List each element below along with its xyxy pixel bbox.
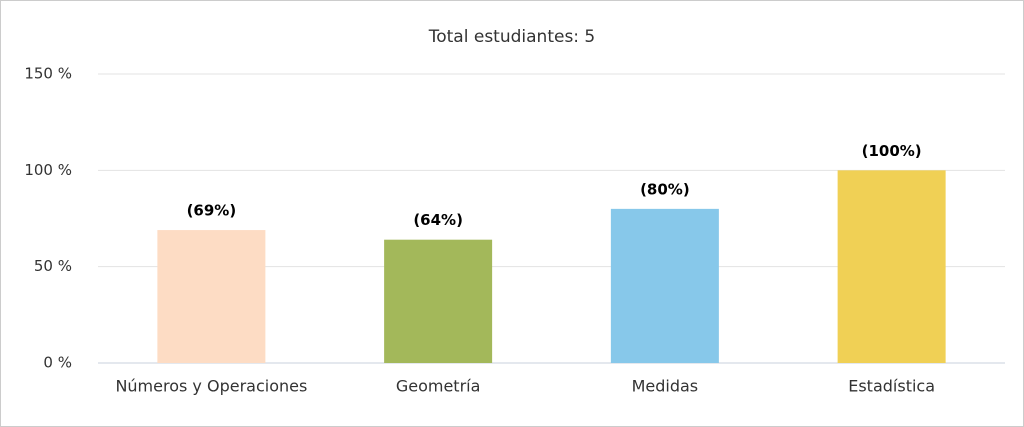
x-tick-label: Geometría: [396, 377, 481, 396]
data-label: (64%): [413, 211, 463, 229]
x-tick-label: Estadística: [848, 377, 935, 396]
y-tick-label: 0 %: [43, 354, 72, 372]
data-label: (100%): [862, 142, 922, 160]
bar: [610, 208, 719, 363]
chart-title: Total estudiantes: 5: [428, 27, 596, 47]
y-tick-label: 100 %: [24, 161, 72, 179]
bar: [837, 170, 946, 363]
x-tick-label: Números y Operaciones: [115, 377, 307, 396]
bar: [157, 230, 266, 363]
data-label: (80%): [640, 180, 690, 198]
data-label: (69%): [187, 202, 237, 220]
y-tick-label: 150 %: [24, 65, 72, 83]
y-tick-label: 50 %: [34, 257, 72, 275]
bar: [384, 239, 493, 363]
x-tick-label: Medidas: [632, 377, 699, 396]
